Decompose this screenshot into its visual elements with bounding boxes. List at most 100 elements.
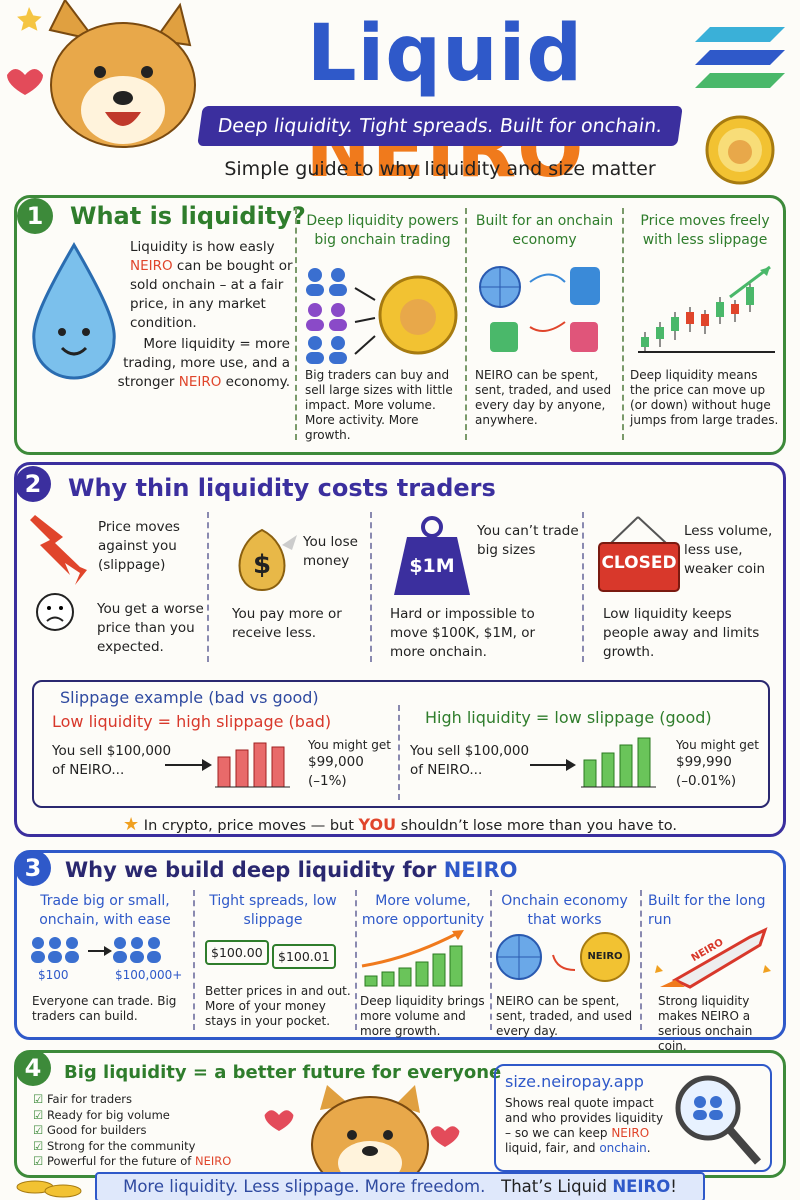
text: More liquidity = more trading, more use,…: [117, 336, 290, 390]
checklist: ☑ Fair for traders ☑ Ready for big volum…: [33, 1092, 231, 1170]
slippage-box: [32, 680, 770, 808]
text: In crypto, price moves — but: [143, 818, 359, 834]
icon-label: $1M: [409, 555, 455, 577]
money-bag-icon: $: [238, 528, 297, 592]
result: You might get $99,990 (–0.01%): [676, 738, 766, 791]
tagline: Deep liquidity. Tight spreads. Built for…: [216, 115, 664, 137]
box-text: Shows real quote impact and who provides…: [505, 1096, 665, 1156]
column-title: Onchain economy that works: [501, 893, 628, 928]
section-box: [14, 462, 786, 837]
logo-stripes: [695, 27, 785, 88]
text: Ready for big volume: [46, 1107, 170, 1122]
result-amount: $99,990: [676, 754, 732, 770]
sell-text: You sell $100,000 of NEIRO...: [52, 743, 172, 778]
column-body: NEIRO can be spent, sent, traded, and us…: [475, 368, 612, 427]
bad-bars-icon: [165, 742, 290, 788]
column-body: Big traders can buy and sell large sizes…: [305, 368, 453, 442]
result-change: (–0.01%): [676, 773, 737, 789]
icon-label: $100: [38, 968, 69, 982]
check-item: ☑ Fair for traders: [33, 1092, 133, 1106]
highlight: NEIRO: [178, 374, 222, 390]
divider: [582, 512, 584, 662]
divider: [622, 208, 624, 440]
coin-label: NEIRO: [587, 951, 623, 962]
column-title: Tight spreads, low slippage: [209, 893, 337, 928]
column-title: Price moves freely with less slippage: [640, 213, 770, 248]
section-title: Why we build deep liquidity for NEIRO: [65, 858, 518, 882]
box-title: Slippage example (bad vs good): [60, 688, 319, 707]
candlestick-icon: [638, 265, 775, 353]
item-body: Low liquidity keeps people away and limi…: [603, 606, 760, 660]
section-title: Big liquidity = a better future for ever…: [64, 1062, 502, 1083]
title-word: Liquid: [306, 9, 584, 99]
check-item: ☑ Ready for big volume: [33, 1107, 170, 1122]
check-item: ☑ Good for builders: [33, 1123, 147, 1137]
text: liquid, fair, and: [505, 1141, 600, 1155]
text: Powerful for the future of: [46, 1154, 196, 1168]
highlight: NEIRO: [443, 858, 518, 882]
column-body: Deep liquidity brings more volume and mo…: [360, 994, 485, 1038]
good-heading: High liquidity = low slippage (good): [425, 708, 712, 727]
result-label: You might get: [308, 738, 391, 752]
bad-heading: Low liquidity = high slippage (bad): [52, 712, 332, 731]
column-body: Everyone can trade. Big traders can buil…: [32, 994, 177, 1023]
highlight: YOU: [358, 815, 397, 834]
section-number: 3: [15, 850, 51, 886]
sell-text: You sell $100,000 of NEIRO...: [410, 743, 530, 778]
traders-icon: [306, 268, 458, 364]
item-body: You get a worse price than you expected.: [97, 601, 204, 655]
highlight: NEIRO: [195, 1154, 232, 1168]
column-title: Trade big or small, onchain, with ease: [39, 893, 171, 928]
text: Strong for the community: [46, 1138, 196, 1153]
info-box: [494, 1064, 772, 1172]
footer-tag: !: [670, 1177, 677, 1196]
item-head: You lose money: [303, 534, 358, 569]
text: Why we build deep liquidity for: [65, 858, 444, 882]
coins-icon: [16, 1180, 82, 1198]
section-number: 4: [15, 1050, 51, 1086]
good-bars-icon: [530, 737, 656, 788]
section-title: Why thin liquidity costs traders: [68, 474, 496, 502]
check-item: ☑ Powerful for the future of NEIRO: [33, 1154, 232, 1168]
section-title: What is liquidity?: [70, 202, 306, 230]
text: Liquidity is how easly: [130, 239, 275, 255]
coin-icon: [705, 115, 775, 185]
subtitle: Simple guide to why liquidity and size m…: [224, 158, 656, 180]
column-title: More volume, more opportunity: [361, 893, 485, 928]
divider: [207, 512, 209, 662]
section-number: 2: [15, 466, 51, 502]
divider: [193, 890, 195, 1030]
text: .: [646, 1141, 651, 1155]
divider: [640, 890, 642, 1030]
text: Good for builders: [46, 1123, 147, 1137]
column-body: Deep liquidity means the price can move …: [630, 368, 779, 427]
slippage-icon: [30, 515, 87, 631]
result-amount: $99,000: [308, 754, 364, 770]
text: can be bought or sold onchain – at a fai…: [130, 258, 293, 331]
closed-sign-icon: [598, 516, 680, 592]
price-tag: $100.00: [205, 940, 269, 965]
section-box: [14, 195, 786, 455]
divider: [355, 890, 357, 1030]
item-head: Less volume, less use, weaker coin: [684, 523, 773, 577]
rocket-icon: [655, 927, 771, 989]
onchain-icon: [496, 932, 630, 982]
svg-text:$: $: [253, 550, 271, 580]
tagline-ribbon: Deep liquidity. Tight spreads. Built for…: [197, 106, 683, 146]
droplet-icon: [32, 242, 116, 380]
column-body: NEIRO can be spent, sent, traded, and us…: [496, 994, 633, 1038]
economy-icon: [479, 266, 600, 352]
text: economy.: [221, 374, 290, 390]
result-change: (–1%): [308, 773, 347, 789]
divider: [490, 890, 492, 1030]
item-body: Hard or impossible to move $100K, $1M, o…: [390, 606, 536, 660]
column-body: Strong liquidity makes NEIRO a serious o…: [658, 994, 753, 1053]
star-icon: ★: [123, 814, 140, 835]
text: Shows real quote impact and who provides…: [505, 1096, 664, 1140]
divider: [465, 208, 467, 440]
paragraph: More liquidity = more trading, more use,…: [110, 335, 290, 392]
highlight: NEIRO: [611, 1126, 650, 1140]
note: ★ In crypto, price moves — but YOU shoul…: [0, 814, 800, 835]
check-item: ☑ Strong for the community: [33, 1138, 196, 1153]
footer-tag: That’s Liquid: [501, 1177, 613, 1196]
